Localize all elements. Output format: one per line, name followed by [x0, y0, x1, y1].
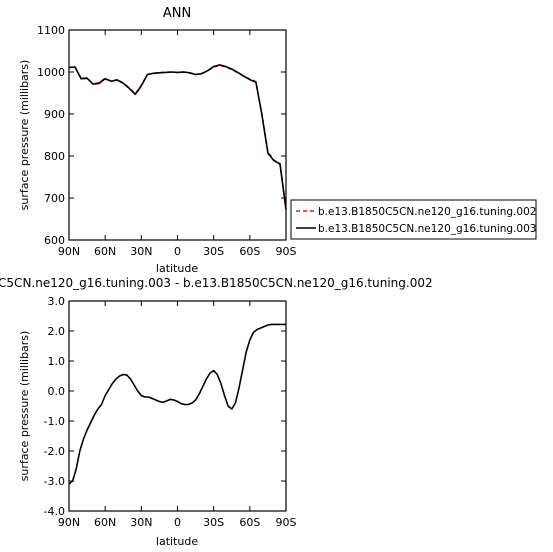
- y-tick-label: 1000: [37, 66, 65, 79]
- x-tick-label: 30S: [203, 516, 224, 529]
- y-tick-label: 0.0: [48, 385, 66, 398]
- x-tick-label: 90N: [58, 516, 80, 529]
- x-tick-label: 60S: [239, 245, 260, 258]
- y-tick-label: 2.0: [48, 325, 66, 338]
- x-tick-label: 30S: [203, 245, 224, 258]
- y-tick-label: 600: [44, 234, 65, 247]
- y-tick-label: 800: [44, 150, 65, 163]
- x-tick-label: 30N: [130, 245, 152, 258]
- top-chart: ANN 600 700 800 900 1000 1100 90N 60N 30N 0 30S 60…: [18, 6, 297, 275]
- series-line-1: [68, 64, 287, 209]
- top-chart-title: ANN: [163, 6, 191, 21]
- top-x-axis-label: latitude: [156, 262, 198, 275]
- series-line-2: [68, 64, 287, 210]
- legend-label-2: b.e13.B1850C5CN.ne120_g16.tuning.003: [318, 223, 536, 235]
- x-tick-label: 60N: [94, 516, 116, 529]
- y-tick-label: -1.0: [44, 415, 65, 428]
- x-tick-label: 60S: [239, 516, 260, 529]
- y-tick-label: -2.0: [44, 445, 65, 458]
- top-plot-frame: [68, 29, 287, 241]
- x-tick-label: 0: [174, 516, 181, 529]
- x-tick-label: 0: [174, 245, 181, 258]
- bottom-y-axis-label: surface pressure (millibars): [18, 331, 31, 482]
- legend-label-1: b.e13.B1850C5CN.ne120_g16.tuning.002: [318, 206, 536, 218]
- y-tick-label: 700: [44, 192, 65, 205]
- y-tick-label: 1100: [37, 24, 65, 37]
- x-tick-label: 90N: [58, 245, 80, 258]
- x-tick-label: 90S: [276, 245, 297, 258]
- x-tick-label: 90S: [276, 516, 297, 529]
- legend-box: [290, 199, 537, 240]
- top-y-axis-label: surface pressure (millibars): [18, 60, 31, 211]
- y-tick-label: -3.0: [44, 475, 65, 488]
- series-line-1: [68, 323, 286, 485]
- x-tick-label: 30N: [130, 516, 152, 529]
- bottom-chart-title: b.e13.B1850C5CN.ne120_g16.tuning.003 - b…: [0, 276, 433, 290]
- x-tick-label: 60N: [94, 245, 116, 258]
- legend: b.e13.B1850C5CN.ne120_g16.tuning.002 b.e…: [290, 199, 537, 240]
- y-tick-label: -4.0: [44, 505, 65, 518]
- y-tick-label: 1.0: [48, 355, 66, 368]
- y-tick-label: 900: [44, 108, 65, 121]
- bottom-x-axis-label: latitude: [156, 535, 198, 548]
- y-tick-label: 3.0: [48, 295, 66, 308]
- bottom-chart: b.e13.B1850C5CN.ne120_g16.tuning.003 - b…: [0, 276, 433, 548]
